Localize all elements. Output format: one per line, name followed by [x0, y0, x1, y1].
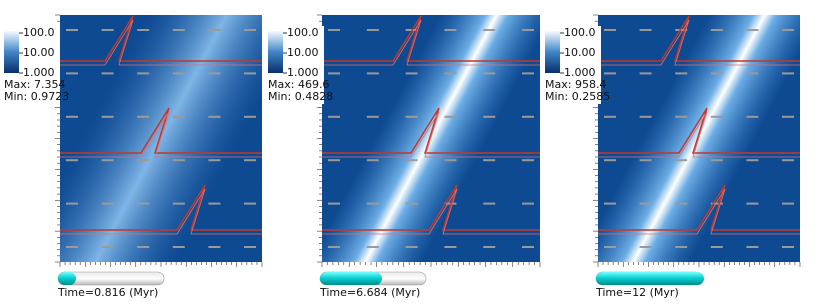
field-content [322, 15, 540, 262]
time-label: Time=0.816 (Myr) [57, 286, 158, 299]
max-label: Max: 7.354 [4, 78, 65, 91]
colorbar [268, 31, 283, 73]
field-line [60, 184, 262, 231]
field-line [322, 19, 540, 66]
field-content [60, 15, 262, 262]
field-line [322, 107, 540, 154]
field-line [598, 188, 800, 235]
colorbar-label: 100.0 [23, 26, 55, 39]
field-content [598, 15, 800, 262]
field-line [60, 107, 262, 154]
min-label: Min: 0.4828 [268, 90, 333, 103]
min-label: Min: 0.2585 [545, 90, 610, 103]
colorbar [545, 31, 560, 73]
colorbar-label: 10.00 [287, 46, 319, 59]
field-line [60, 111, 262, 158]
field-line [598, 107, 800, 154]
max-label: Max: 469.6 [268, 78, 329, 91]
time-label: Time=6.684 (Myr) [319, 286, 420, 299]
colorbar-label: 1.000 [23, 66, 55, 79]
field-line [322, 188, 540, 235]
colorbar-label: 100.0 [287, 26, 319, 39]
colorbar-label: 1.000 [287, 66, 319, 79]
field-line [60, 188, 262, 235]
field-line [60, 15, 262, 62]
field-line [598, 15, 800, 62]
colorbar-label: 100.0 [564, 26, 596, 39]
field-line [322, 15, 540, 62]
time-bar-fill [58, 272, 76, 285]
time-bar-fill [596, 272, 704, 285]
field-line [60, 19, 262, 66]
field-line [598, 111, 800, 158]
time-bar-fill [320, 272, 382, 285]
field-line [322, 184, 540, 231]
colorbar-label: 1.000 [564, 66, 596, 79]
min-label: Min: 0.9723 [4, 90, 69, 103]
field-line [598, 19, 800, 66]
time-label: Time=12 (Myr) [595, 286, 679, 299]
field-line [322, 111, 540, 158]
colorbar [4, 31, 19, 73]
max-label: Max: 958.4 [545, 78, 606, 91]
colorbar-label: 10.00 [564, 46, 596, 59]
field-line [598, 184, 800, 231]
colorbar-label: 10.00 [23, 46, 55, 59]
